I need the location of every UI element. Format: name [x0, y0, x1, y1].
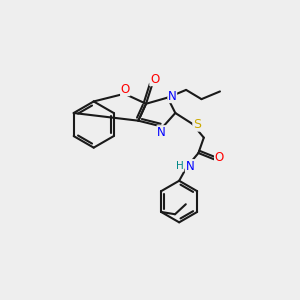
Text: O: O	[121, 82, 130, 96]
Text: N: N	[168, 90, 177, 103]
Text: N: N	[186, 160, 194, 172]
Text: S: S	[193, 118, 201, 131]
Text: O: O	[150, 73, 159, 85]
Text: O: O	[214, 151, 224, 164]
Text: N: N	[157, 126, 166, 139]
Text: H: H	[176, 161, 184, 171]
